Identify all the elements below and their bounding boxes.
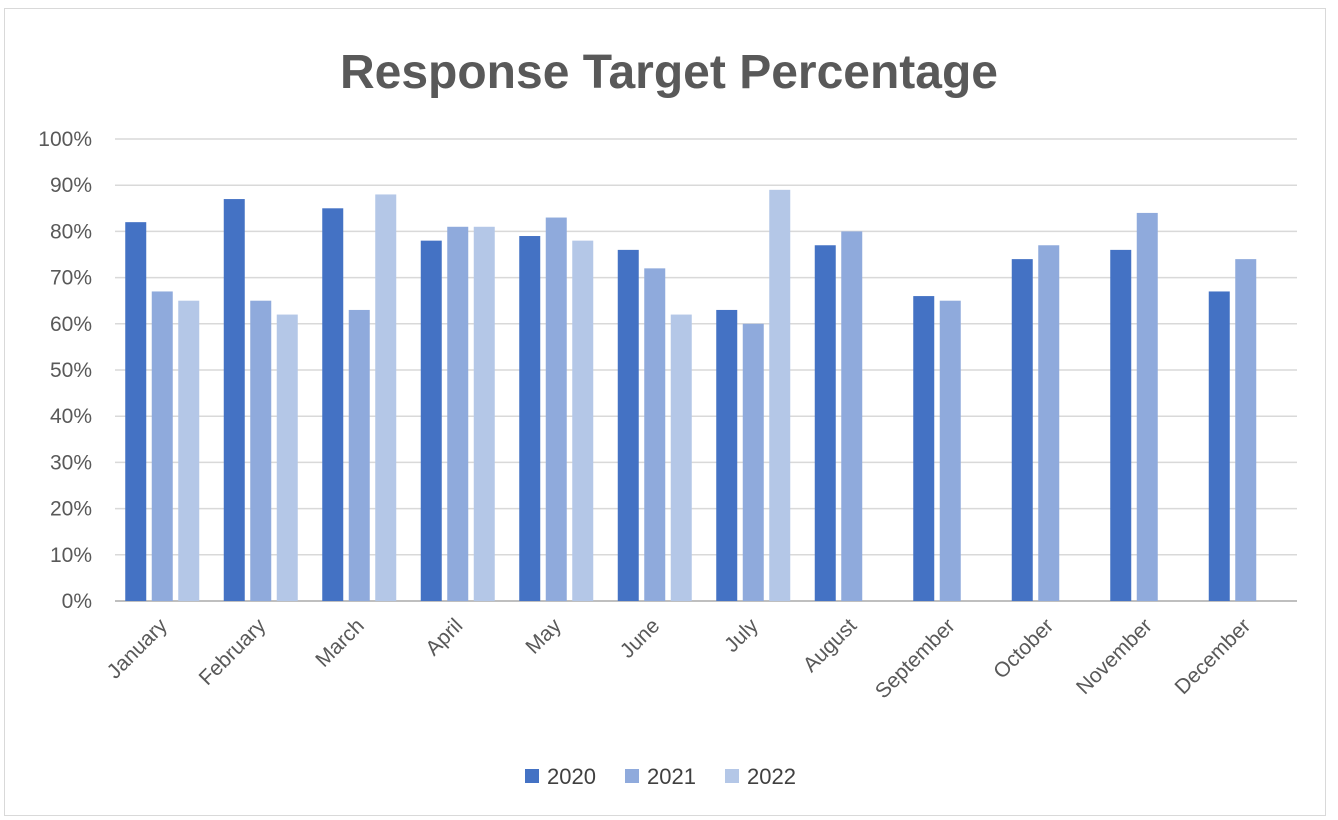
x-tick-label-june: June — [616, 614, 664, 662]
x-tick-label-july: July — [720, 614, 763, 657]
bar-june-2021 — [644, 268, 666, 601]
legend-swatch-2020 — [525, 769, 539, 783]
bar-may-2022 — [572, 240, 594, 601]
bar-june-2020 — [617, 249, 639, 601]
y-tick-label: 60% — [50, 313, 92, 336]
bar-march-2020 — [322, 208, 344, 602]
bar-march-2022 — [375, 194, 397, 601]
bar-november-2021 — [1136, 212, 1158, 602]
bar-november-2020 — [1110, 249, 1132, 601]
bar-december-2021 — [1235, 259, 1257, 601]
bar-february-2021 — [250, 300, 272, 601]
y-tick-label: 20% — [50, 498, 92, 521]
bar-april-2021 — [447, 226, 469, 601]
x-tick-label-february: February — [195, 614, 271, 690]
x-tick-label-march: March — [311, 614, 369, 672]
bar-june-2022 — [670, 314, 692, 601]
bar-july-2021 — [742, 323, 764, 601]
legend-swatch-2022 — [725, 769, 739, 783]
x-tick-label-april: April — [421, 614, 467, 660]
gridlines — [115, 138, 1297, 602]
y-tick-label: 90% — [50, 174, 92, 197]
bar-july-2022 — [769, 189, 791, 601]
bar-march-2021 — [348, 309, 370, 601]
y-tick-label: 0% — [62, 590, 92, 613]
legend: 2020 2021 2022 — [525, 764, 796, 789]
bar-august-2020 — [814, 245, 836, 601]
bar-october-2021 — [1038, 245, 1060, 601]
bar-january-2022 — [178, 300, 200, 601]
bar-september-2020 — [913, 296, 935, 601]
y-tick-label: 100% — [38, 128, 92, 151]
x-tick-label-october: October — [989, 614, 1058, 683]
bar-january-2021 — [151, 291, 173, 601]
x-tick-label-may: May — [521, 614, 566, 659]
bar-may-2021 — [545, 217, 567, 602]
bar-september-2021 — [939, 300, 961, 601]
x-axis-labels: January February March April May June July Augu… — [103, 614, 1256, 703]
legend-label-2021: 2021 — [647, 764, 696, 789]
bar-february-2020 — [223, 199, 245, 601]
bar-april-2020 — [420, 240, 442, 601]
bar-january-2020 — [125, 222, 147, 601]
bar-december-2020 — [1208, 291, 1230, 601]
x-tick-label-august: August — [799, 614, 862, 677]
y-tick-label: 40% — [50, 405, 92, 428]
chart-title: Response Target Percentage — [340, 46, 998, 99]
y-tick-label: 30% — [50, 451, 92, 474]
bar-october-2020 — [1011, 259, 1033, 601]
x-tick-label-september: September — [871, 614, 960, 703]
legend-label-2020: 2020 — [547, 764, 596, 789]
legend-swatch-2021 — [625, 769, 639, 783]
y-tick-label: 10% — [50, 544, 92, 567]
bars — [125, 189, 1257, 602]
y-tick-label: 50% — [50, 359, 92, 382]
x-tick-label-november: November — [1072, 614, 1157, 699]
x-tick-label-january: January — [103, 614, 172, 683]
bar-may-2020 — [519, 236, 541, 601]
bar-august-2021 — [841, 231, 863, 601]
legend-label-2022: 2022 — [747, 764, 796, 789]
bar-april-2022 — [473, 226, 495, 601]
x-tick-label-december: December — [1171, 614, 1256, 699]
y-axis-labels: 0% 10% 20% 30% 40% 50% 60% 70% 80% 90% 100% — [38, 128, 92, 613]
y-tick-label: 70% — [50, 267, 92, 290]
bar-july-2020 — [716, 309, 738, 601]
bar-february-2022 — [276, 314, 298, 601]
y-tick-label: 80% — [50, 220, 92, 243]
